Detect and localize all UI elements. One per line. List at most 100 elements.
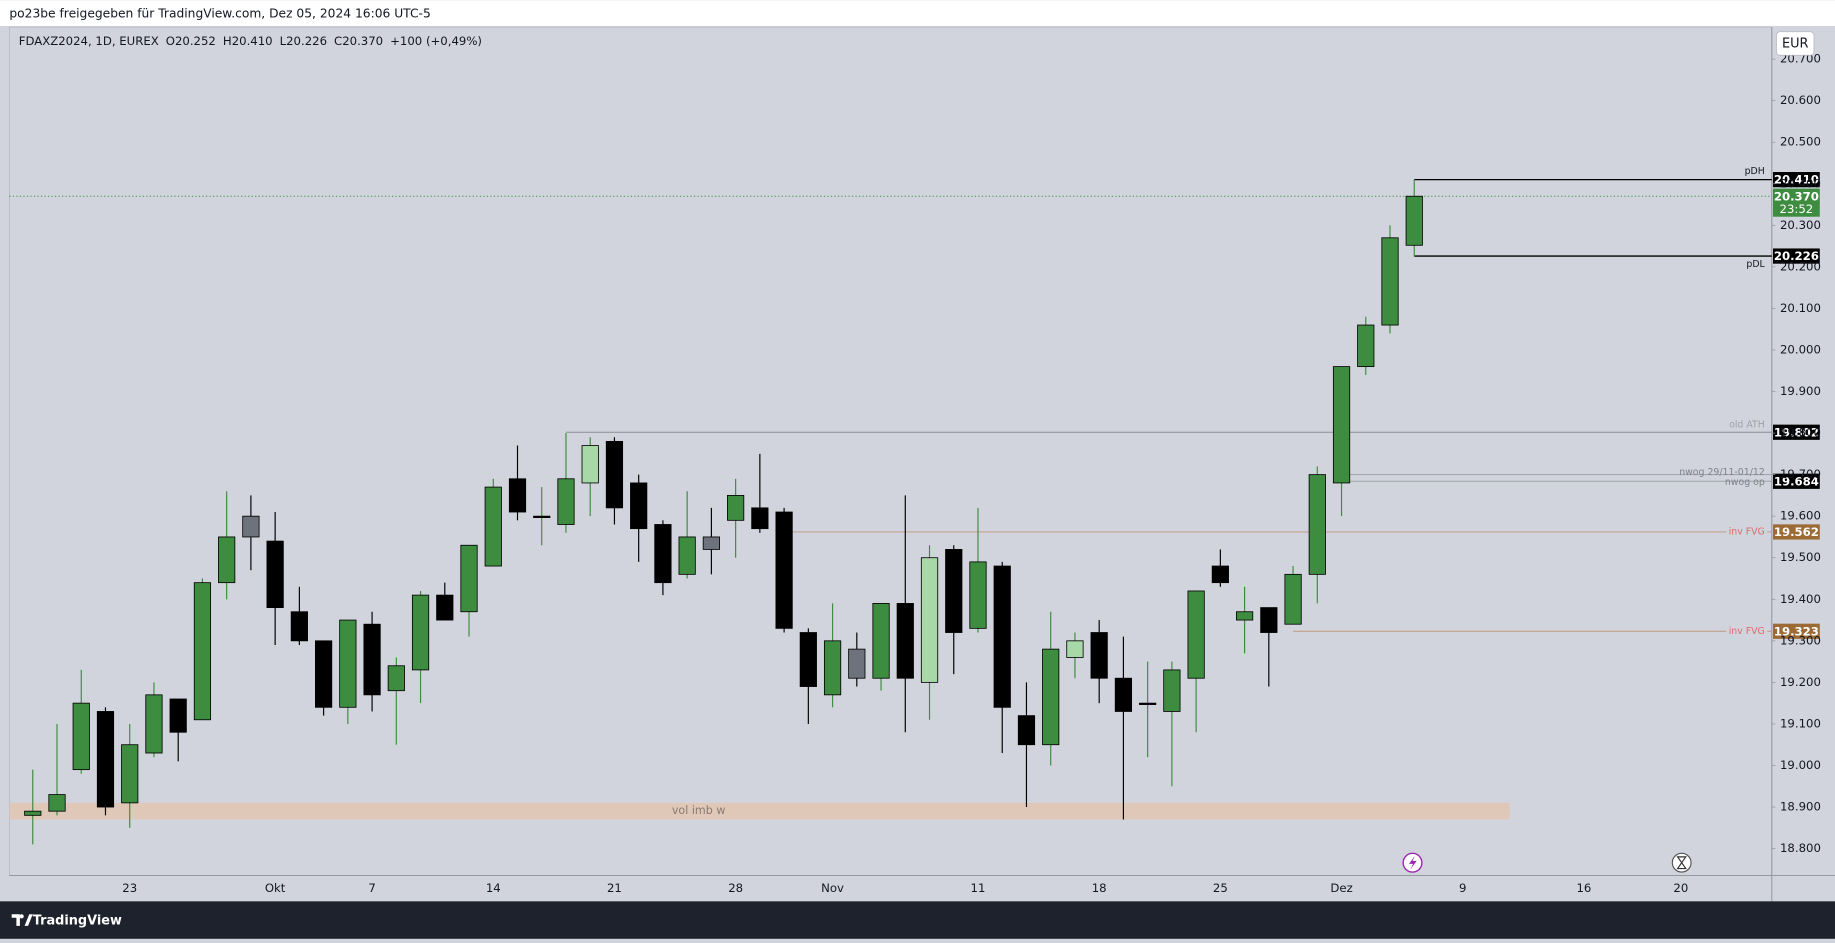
y-tick-label: 19.400	[1780, 592, 1821, 606]
price-badge-label: 19.684	[1774, 474, 1819, 488]
plot-area	[9, 26, 1773, 876]
candle-body	[508, 478, 527, 513]
level-tag: nwog op	[1725, 477, 1765, 488]
price-badge-label: 20.226	[1774, 249, 1819, 263]
candle-body	[1114, 677, 1133, 712]
candle-body	[1187, 590, 1205, 679]
candle-body	[169, 698, 187, 733]
candle-body	[1405, 195, 1423, 246]
y-tick-label: 19.200	[1780, 675, 1821, 689]
candle-body	[896, 603, 914, 679]
candle-body	[678, 536, 696, 575]
candle-body	[557, 478, 575, 525]
last-price-badge	[1772, 188, 1820, 217]
y-tick-label: 19.300	[1780, 633, 1821, 647]
candle-body	[1308, 474, 1326, 575]
lightning-glyph	[1409, 855, 1417, 870]
window-title: po23be freigegeben für TradingView.com, …	[9, 7, 430, 21]
y-tick-label: 19.000	[1780, 758, 1821, 772]
candle-body	[848, 648, 866, 679]
candle-body	[1332, 366, 1351, 484]
y-tick-label: 18.800	[1780, 841, 1821, 855]
x-tick-label: 25	[1213, 881, 1228, 895]
candle-body	[290, 611, 308, 642]
last-price-label: 20.370	[1774, 189, 1819, 203]
candle-body	[945, 549, 963, 633]
candle-body	[96, 711, 115, 808]
candle-body	[605, 440, 624, 509]
candle-body	[630, 482, 648, 530]
logo	[11, 914, 33, 926]
x-tick-label: 28	[728, 881, 743, 895]
candle-body	[484, 486, 502, 567]
candle-body	[1042, 648, 1060, 746]
brand: TradingView	[33, 914, 122, 929]
candle-body	[193, 582, 212, 721]
x-tick-label: 23	[122, 881, 137, 895]
level-tag: inv FVG	[1729, 626, 1765, 637]
y-tick-label: 20.200	[1780, 259, 1821, 273]
ohlc-value: L20.226	[280, 34, 327, 48]
price-badge-label: 19.323	[1774, 624, 1819, 638]
level-tag-bg	[1726, 625, 1768, 637]
y-tick-label: 19.500	[1780, 550, 1821, 564]
candle-body	[799, 632, 817, 687]
candle-body	[387, 665, 405, 692]
candle-body	[823, 640, 842, 696]
x-tick-label: 21	[607, 881, 622, 895]
ohlc-value: C20.370	[334, 34, 383, 48]
ohlc-value: O20.252	[166, 34, 216, 48]
x-tick-label: 18	[1092, 881, 1107, 895]
candles	[24, 179, 1423, 845]
candle-body	[993, 565, 1011, 708]
candle-body	[1090, 632, 1108, 679]
y-tick-label: 19.100	[1780, 716, 1821, 730]
candle-body	[266, 540, 284, 608]
price-badge	[1772, 473, 1820, 489]
y-tick-label: 18.900	[1780, 800, 1821, 814]
candle-body	[145, 694, 163, 754]
candle-body	[920, 557, 939, 683]
currency-button[interactable]	[1776, 31, 1815, 56]
price-badge	[1772, 524, 1820, 540]
candle-body	[1211, 565, 1229, 584]
candle-body	[363, 623, 381, 696]
level-tag: inv FVG	[1729, 526, 1765, 537]
x-tick-label: 7	[368, 881, 375, 895]
symbol-header: FDAXZ2024, 1D, EUREX O20.252 H20.410 L20.22…	[19, 34, 482, 48]
x-tick-label: 20	[1673, 881, 1688, 895]
candle-body	[1357, 324, 1375, 368]
candle-body	[581, 445, 599, 484]
candle-body	[1284, 573, 1302, 625]
candle-body	[72, 702, 90, 771]
zone-label: vol imb w	[672, 804, 726, 817]
zones: vol imb w	[9, 802, 1510, 820]
candle-body	[121, 744, 139, 804]
x-tick-label: Dez	[1330, 881, 1352, 895]
candle-body	[24, 810, 42, 816]
candle-body	[1163, 669, 1181, 712]
price-badge	[1772, 248, 1820, 264]
y-tick-label: 19.800	[1780, 426, 1821, 440]
price-badge-label: 20.410	[1774, 173, 1819, 187]
candle-body	[1066, 640, 1084, 658]
price-badge-label: 19.562	[1774, 525, 1819, 539]
y-tick-label: 20.300	[1780, 218, 1821, 232]
candle-body	[533, 515, 551, 518]
candle-body	[751, 507, 769, 530]
candle-body	[1139, 702, 1157, 705]
candle-body	[1017, 715, 1036, 746]
currency[interactable]: EUR	[1782, 37, 1809, 52]
price-badge	[1772, 424, 1820, 440]
levels: pDH 20.410 pDL 20.226 old ATH 19.802 nwog 29/1…	[9, 166, 1820, 639]
candle-body	[218, 536, 236, 584]
footer-bar	[0, 901, 1835, 939]
ohlc-value: H20.410	[223, 34, 273, 48]
candle-body	[702, 536, 720, 550]
candle-body	[1235, 611, 1254, 621]
x-tick-label: 11	[971, 881, 986, 895]
price-badge-label: 19.802	[1774, 425, 1819, 439]
level-tag: pDL	[1746, 259, 1765, 270]
x-tick-label: Okt	[265, 881, 286, 895]
